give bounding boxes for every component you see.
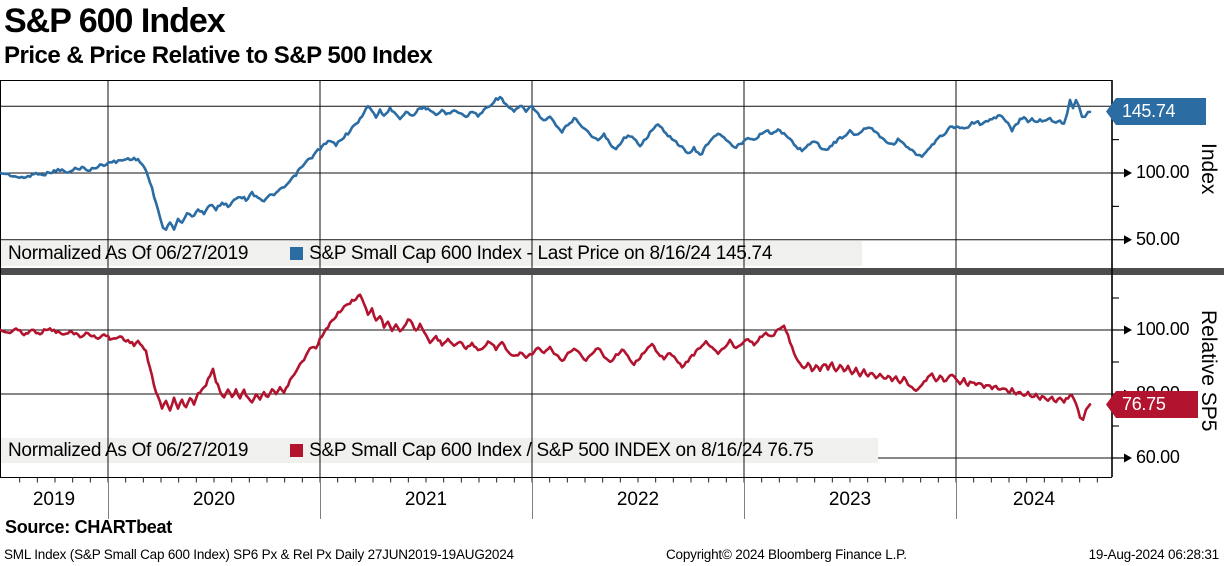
year-separator [108,478,109,519]
y-tick-label: 60.00 [1136,447,1180,467]
y-tick-label: 50.00 [1136,228,1180,249]
page-subtitle: Price & Price Relative to S&P 500 Index [4,42,433,69]
bottom-legend: Normalized As Of 06/27/2019 S&P Small Ca… [0,438,814,463]
top-last-price-badge: 145.74 [1106,98,1206,125]
year-separator [532,478,533,519]
tick-arrow-icon [1124,168,1132,178]
bottom-series-swatch-icon [290,444,304,457]
page-title: S&P 600 Index [4,2,226,40]
x-year-label: 2022 [616,489,660,510]
bottom-last-price-badge: 76.75 [1106,391,1198,418]
footer-timestamp: 19-Aug-2024 06:28:31 [1088,547,1220,562]
top-series-swatch-icon [290,247,304,260]
x-year-label: 2019 [32,489,76,510]
x-year-label: 2020 [192,489,236,510]
tick-arrow-icon [1124,235,1132,245]
footer-copyright: Copyright© 2024 Bloomberg Finance L.P. [666,547,907,562]
index-price-line [0,95,1092,231]
footer-ticker-text: SML Index (S&P Small Cap 600 Index) SP6 … [4,547,514,562]
bottom-normalized-note: Normalized As Of 06/27/2019 [8,439,249,461]
top-legend: Normalized As Of 06/27/2019 S&P Small Ca… [0,241,772,266]
y-tick-label: 100.00 [1136,162,1190,182]
bottom-axis-title: Relative SP5 [1197,310,1220,432]
x-year-label: 2024 [1012,489,1056,510]
source-text: Source: CHARTbeat [5,517,172,537]
top-series-label: S&P Small Cap 600 Index - Last Price on … [309,242,773,264]
bottom-series-label: S&P Small Cap 600 Index / S&P 500 INDEX … [309,439,814,461]
top-axis-title: Index [1197,143,1220,195]
tick-arrow-icon [1124,453,1132,463]
panel-separator [0,268,1224,275]
bottom-legend-strip [0,438,878,463]
x-year-label: 2023 [828,489,872,510]
year-separator [744,478,745,519]
year-separator [320,478,321,519]
top-legend-strip [0,241,862,266]
x-year-label: 2021 [404,489,448,510]
top-normalized-note: Normalized As Of 06/27/2019 [8,242,249,264]
y-tick-label: 100.00 [1136,319,1190,339]
year-separator [956,478,957,519]
tick-arrow-icon [1124,325,1132,335]
relative-price-line [0,293,1092,421]
